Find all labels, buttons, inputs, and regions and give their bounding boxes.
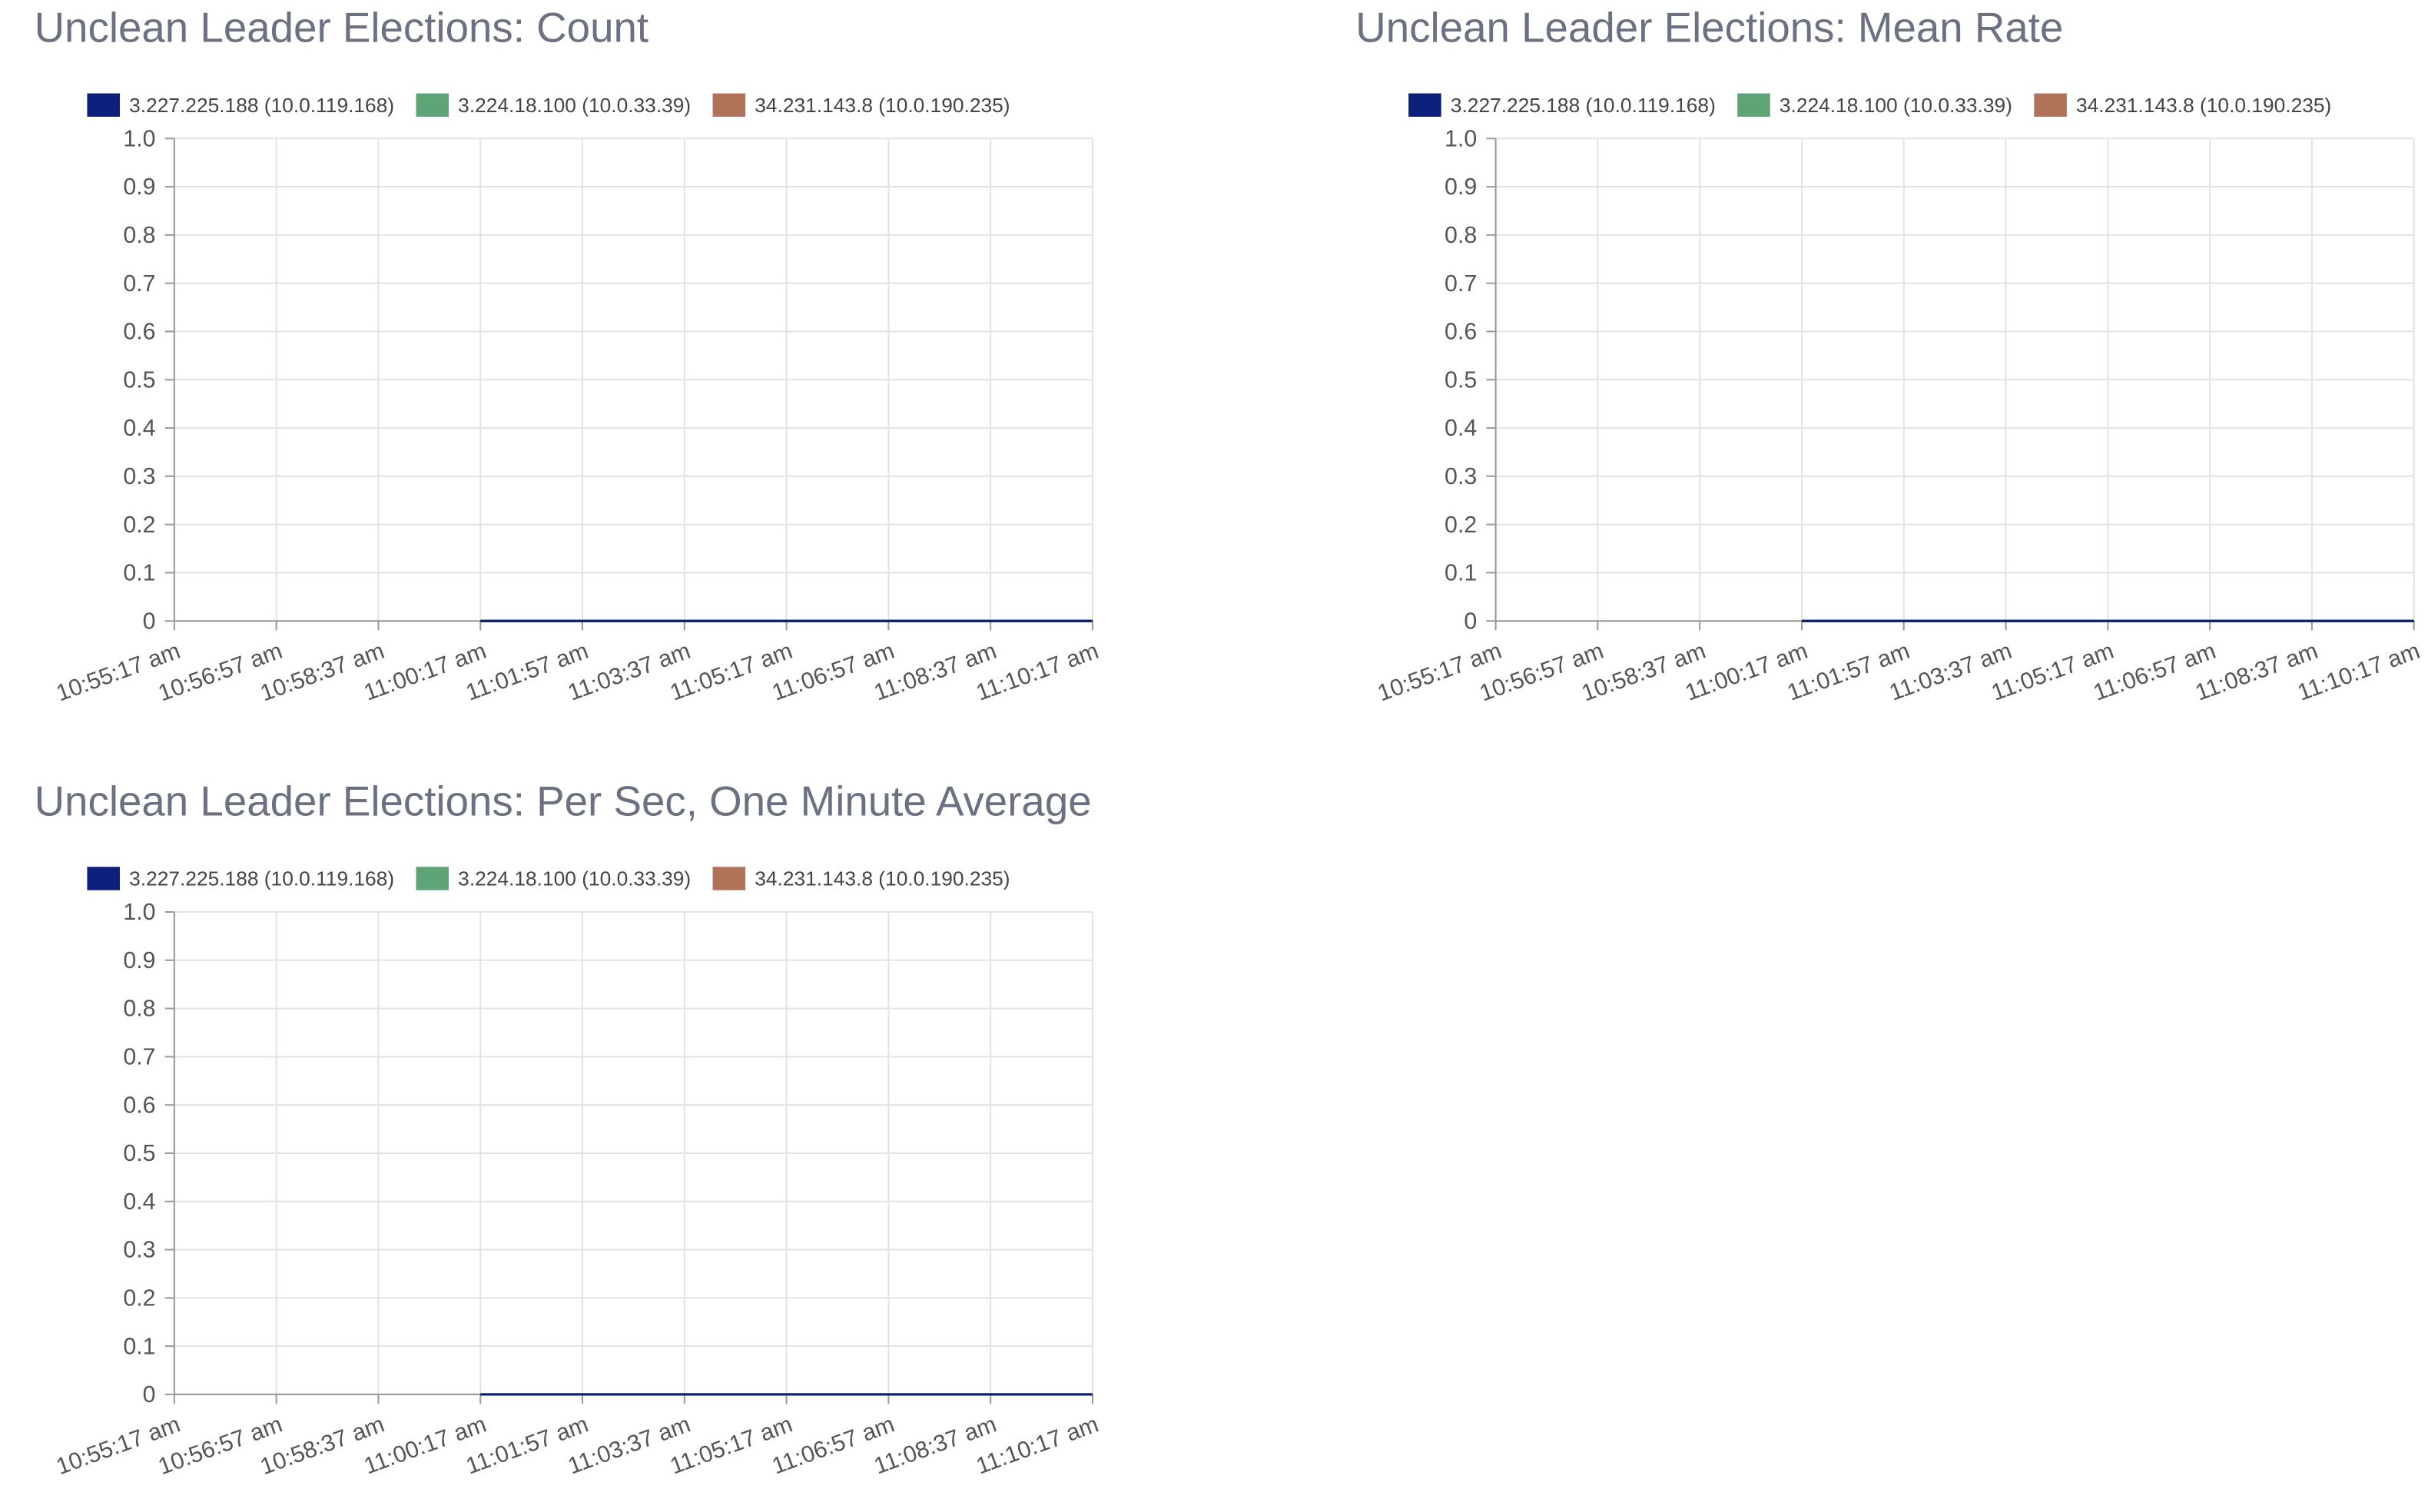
y-tick-label: 0.7 (123, 270, 155, 297)
y-tick-label: 0.6 (123, 1092, 155, 1118)
legend-label: 3.224.18.100 (10.0.33.39) (458, 94, 691, 117)
legend-label: 3.224.18.100 (10.0.33.39) (458, 867, 691, 890)
y-tick-label: 1.0 (1445, 125, 1477, 151)
y-tick-label: 0.1 (123, 1333, 155, 1359)
chart-title: Unclean Leader Elections: Count (35, 4, 649, 51)
legend-label: 34.231.143.8 (10.0.190.235) (755, 94, 1010, 117)
y-tick-label: 0.1 (1445, 560, 1477, 586)
legend-swatch (1737, 93, 1770, 117)
y-tick-label: 0.8 (123, 996, 155, 1022)
y-tick-label: 0.6 (123, 319, 155, 345)
chart-title: Unclean Leader Elections: Per Sec, One M… (35, 777, 1092, 824)
y-tick-label: 0.8 (1445, 222, 1477, 248)
legend-swatch (712, 867, 746, 890)
y-tick-label: 0.5 (123, 366, 155, 393)
y-tick-label: 0.4 (1445, 415, 1477, 441)
y-tick-label: 0.1 (123, 560, 155, 586)
y-tick-label: 0.9 (123, 174, 155, 200)
legend-swatch (416, 93, 449, 117)
legend-swatch (2034, 93, 2067, 117)
y-tick-label: 1.0 (123, 125, 155, 151)
y-tick-label: 0.5 (1445, 366, 1477, 393)
legend-swatch (1408, 93, 1441, 117)
y-tick-label: 0.9 (1445, 174, 1477, 200)
y-tick-label: 0 (143, 608, 156, 634)
legend-swatch (712, 93, 746, 117)
y-tick-label: 0.4 (123, 1189, 155, 1215)
chart: Unclean Leader Elections: Per Sec, One M… (35, 777, 1103, 1480)
legend-swatch (87, 93, 120, 117)
chart: Unclean Leader Elections: Mean Rate 3.227… (1355, 4, 2423, 707)
legend-label: 3.227.225.188 (10.0.119.168) (129, 94, 394, 117)
y-tick-label: 0.3 (123, 463, 155, 489)
y-tick-label: 0.5 (123, 1140, 155, 1166)
legend-label: 3.224.18.100 (10.0.33.39) (1780, 94, 2012, 117)
y-tick-label: 0.3 (1445, 463, 1477, 489)
y-tick-label: 0.4 (123, 415, 155, 441)
scene: Unclean Leader Elections: Count 3.227.225… (35, 4, 2423, 1480)
y-tick-label: 0.2 (123, 1285, 155, 1311)
y-tick-label: 0.3 (123, 1237, 155, 1263)
y-tick-label: 0.9 (123, 947, 155, 973)
legend-label: 34.231.143.8 (10.0.190.235) (2076, 94, 2331, 117)
y-tick-label: 0.2 (1445, 512, 1477, 538)
chart: Unclean Leader Elections: Count 3.227.225… (35, 4, 1103, 707)
y-tick-label: 1.0 (123, 899, 155, 925)
y-tick-label: 0.2 (123, 512, 155, 538)
y-tick-label: 0.6 (1445, 319, 1477, 345)
chart-title: Unclean Leader Elections: Mean Rate (1355, 4, 2063, 51)
y-tick-label: 0 (143, 1381, 156, 1408)
y-tick-label: 0.8 (123, 222, 155, 248)
legend-swatch (87, 867, 120, 890)
y-tick-label: 0 (1464, 608, 1477, 634)
legend-label: 34.231.143.8 (10.0.190.235) (755, 867, 1010, 890)
legend-label: 3.227.225.188 (10.0.119.168) (1451, 94, 1716, 117)
y-tick-label: 0.7 (1445, 270, 1477, 297)
legend-label: 3.227.225.188 (10.0.119.168) (129, 867, 394, 890)
legend-swatch (416, 867, 449, 890)
y-tick-label: 0.7 (123, 1044, 155, 1070)
